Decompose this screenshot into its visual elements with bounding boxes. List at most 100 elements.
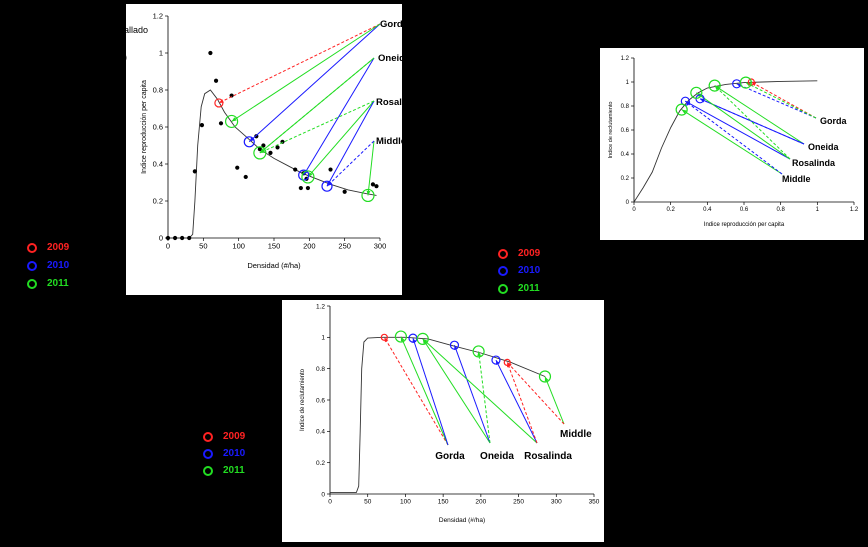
connector-arrow <box>218 23 381 104</box>
connector-arrow <box>506 362 538 444</box>
partial-label: allado <box>124 25 149 35</box>
data-point <box>180 235 185 241</box>
x-tick-label: 100 <box>232 242 245 251</box>
data-point <box>218 121 224 126</box>
x-tick-label: 350 <box>589 499 600 506</box>
data-point <box>261 143 266 148</box>
legend-label: 2011 <box>518 283 540 294</box>
arrowhead <box>681 109 687 114</box>
x-tick-label: 1 <box>816 207 820 213</box>
year-marker-2010 <box>321 180 333 192</box>
legend-label: 2009 <box>518 248 541 259</box>
connector-arrow <box>685 100 783 175</box>
year-marker-2011 <box>416 332 429 346</box>
x-tick-label: 0.6 <box>740 207 749 213</box>
legend-label: 2009 <box>47 242 70 253</box>
legend-ring <box>27 261 37 271</box>
year-marker-2011 <box>472 345 485 358</box>
connector-arrow <box>696 92 791 160</box>
connector-arrow <box>544 376 565 425</box>
connector-arrow <box>326 140 375 187</box>
data-point <box>370 182 376 187</box>
chart2-panel: 0 0.2 0.4 0.6 0.8 1 1.2 0 0.2 0.4 0.6 0.8 1 1.2 Indice… <box>600 48 864 240</box>
data-point <box>275 145 280 150</box>
y-tick-label: 0.8 <box>153 86 163 95</box>
y-axis-label: Indice de reclutamiento <box>608 102 614 159</box>
chart1-panel: 0 50 100 150 200 250 300 0 0.2 0.4 0.6 0.8 1 1.2 Densi… <box>126 4 422 295</box>
y-tick-label: 0.4 <box>316 429 325 436</box>
legend-label: 2011 <box>47 278 69 289</box>
y-tick-label: 1 <box>159 49 163 58</box>
connector-arrow <box>699 98 805 145</box>
x-tick-label: 0 <box>632 207 636 213</box>
connector-arrow <box>422 338 538 444</box>
connector-arrow <box>307 100 375 178</box>
connector-arrow <box>422 338 491 444</box>
year-marker-2009 <box>503 358 511 367</box>
connector-arrow <box>326 100 375 187</box>
x-tick-label: 0.8 <box>776 207 785 213</box>
data-point <box>257 147 262 152</box>
arrowhead <box>366 190 371 196</box>
year-marker-2009 <box>380 333 388 341</box>
x-tick-label: 250 <box>513 499 524 506</box>
y-tick-label: 0.8 <box>316 366 325 373</box>
chart2-svg: 0 0.2 0.4 0.6 0.8 1 1.2 0 0.2 0.4 0.6 0.8 1 1.2 Indice… <box>608 56 859 228</box>
lake-label: Gorda <box>435 451 465 462</box>
arrowhead <box>400 336 405 342</box>
connector-arrow <box>248 23 381 143</box>
legend-label: 2009 <box>223 431 246 442</box>
year-marker-2010 <box>243 136 255 148</box>
arrowhead <box>745 82 751 87</box>
y-tick-label: 0.2 <box>316 460 325 467</box>
year-marker-2011 <box>361 188 375 203</box>
arrowhead <box>231 117 237 122</box>
data-point <box>293 167 298 172</box>
connector-arrow <box>259 100 375 154</box>
lake-label: Gorda <box>820 116 847 126</box>
year-marker-2011 <box>253 146 267 160</box>
x-tick-label: 200 <box>475 499 486 506</box>
x-tick-label: 0.2 <box>666 207 675 213</box>
year-marker-2011 <box>739 76 752 89</box>
connector-arrow <box>367 140 375 196</box>
lake-label: Middle <box>560 429 592 440</box>
legend-label: 2010 <box>223 448 246 459</box>
connector-arrow <box>714 85 805 145</box>
legend-ring <box>203 432 213 442</box>
model-curve <box>168 89 377 239</box>
lake-label: Oneida <box>808 142 840 152</box>
legend-ring <box>498 266 508 276</box>
lake-label: Middle <box>376 136 402 147</box>
arrowhead <box>477 351 482 357</box>
year-marker-2009 <box>214 98 224 108</box>
arrowhead <box>249 137 254 142</box>
connector-arrow <box>506 362 565 425</box>
y-tick-label: 1 <box>321 335 325 342</box>
data-point <box>298 185 303 191</box>
connector-arrow <box>412 337 449 446</box>
chart3-svg: 0 50 100 150 200 250 300 350 0 0.2 0.4 0.6 0.8 1 1.2 De… <box>300 303 600 524</box>
x-tick-label: 0 <box>328 499 332 506</box>
connector-arrow <box>745 82 817 119</box>
data-point <box>172 235 178 241</box>
x-axis-label: Densidad (#/ha) <box>247 261 301 270</box>
arrowhead <box>327 181 332 187</box>
year-marker-2011 <box>301 170 315 184</box>
arrowhead <box>259 149 265 153</box>
legend-label: 2011 <box>223 465 245 476</box>
connector-arrow <box>400 336 449 446</box>
y-tick-label: 0.8 <box>621 104 630 110</box>
chart3-panel: 0 50 100 150 200 250 300 350 0 0.2 0.4 0.6 0.8 1 1.2 De… <box>282 300 604 542</box>
y-axis-label: Indice de reclutamiento <box>300 368 306 431</box>
lake-label: Rosalinda <box>792 158 836 168</box>
year-marker-2011 <box>675 103 688 116</box>
y-tick-label: 0.6 <box>153 123 163 132</box>
year-marker-2010 <box>298 169 310 181</box>
legend-ring <box>27 243 37 253</box>
legend-label: 2010 <box>47 260 70 271</box>
x-tick-label: 0 <box>166 242 170 251</box>
y-tick-label: 0.2 <box>621 176 630 182</box>
year-marker-2011 <box>538 370 552 383</box>
data-point <box>187 235 192 241</box>
